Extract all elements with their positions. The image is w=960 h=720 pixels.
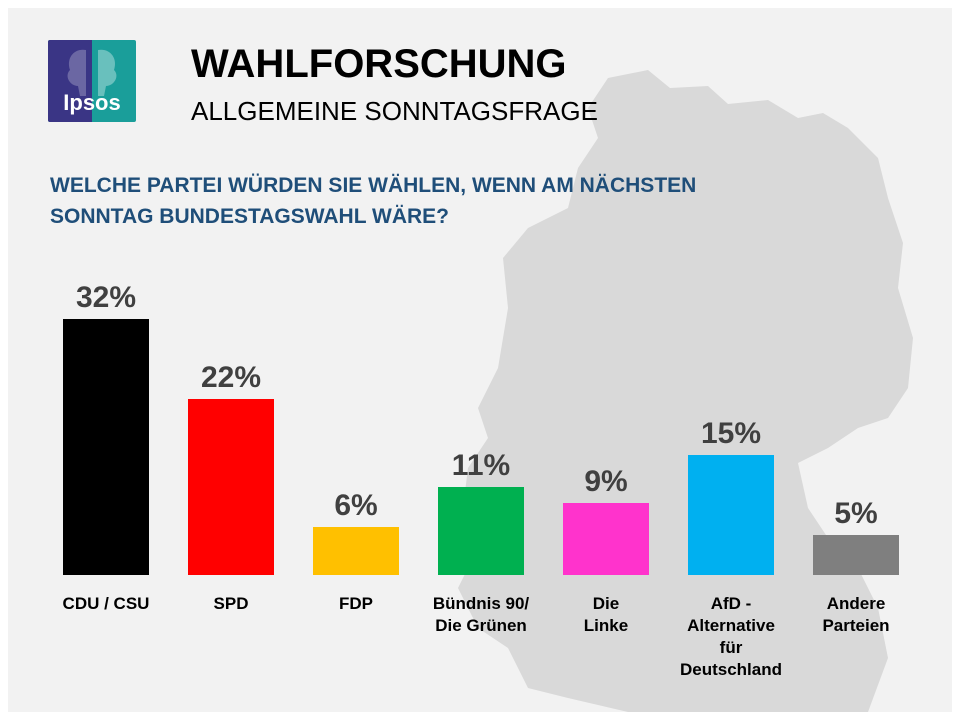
page-subtitle: ALLGEMEINE SONNTAGSFRAGE <box>191 96 598 126</box>
category-label-5: AfD -Alternative für Deutschland <box>680 594 782 679</box>
category-label-4: Die Linke <box>584 594 628 635</box>
bar-1 <box>188 399 274 575</box>
data-label-6: 5% <box>834 497 877 530</box>
data-label-5: 15% <box>701 417 761 450</box>
bar-3 <box>438 487 524 575</box>
question-line-2: SONNTAG BUNDESTAGSWAHL WÄRE? <box>50 205 449 228</box>
category-label-1: SPD <box>214 594 249 613</box>
data-label-4: 9% <box>584 465 627 498</box>
data-label-2: 6% <box>334 489 377 522</box>
logo-text: Ipsos <box>63 90 121 115</box>
survey-question: WELCHE PARTEI WÜRDEN SIE WÄHLEN, WENN AM… <box>50 170 810 232</box>
slide-panel: Ipsos WAHLFORSCHUNG ALLGEMEINE SONNTAGSF… <box>8 8 952 712</box>
bar-0 <box>63 319 149 575</box>
tree-face-icon <box>67 49 117 96</box>
data-label-3: 11% <box>452 449 510 482</box>
bar-6 <box>813 535 899 575</box>
category-label-0: CDU / CSU <box>63 594 150 613</box>
bar-2 <box>313 527 399 575</box>
data-label-1: 22% <box>201 361 261 394</box>
page-title: WAHLFORSCHUNG <box>191 42 567 86</box>
category-label-2: FDP <box>339 594 373 613</box>
question-line-1: WELCHE PARTEI WÜRDEN SIE WÄHLEN, WENN AM… <box>50 174 697 197</box>
bar-5 <box>688 455 774 575</box>
category-label-3: Bündnis 90/Die Grünen <box>433 594 530 635</box>
ipsos-logo: Ipsos <box>48 40 136 122</box>
category-label-6: Andere Parteien <box>822 594 889 635</box>
bar-4 <box>563 503 649 575</box>
data-label-0: 32% <box>76 281 136 314</box>
bar-chart: 32% CDU / CSU 22% SPD 6% FDP 11% Bündnis 90/Die… <box>63 281 899 679</box>
